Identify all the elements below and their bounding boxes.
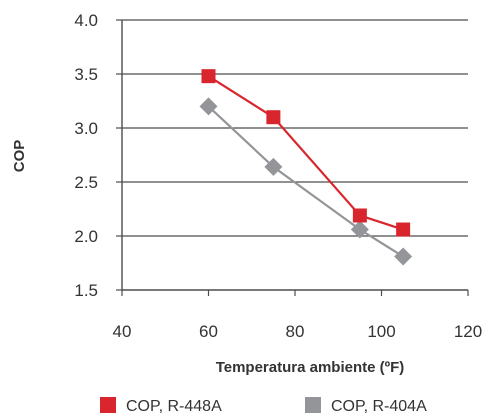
legend-label-cop-r-404a: COP, R-404A	[331, 398, 427, 415]
series-group	[199, 69, 413, 266]
y-tick-labels: 1.5 2.0 2.5 3.0 3.5 4.0	[74, 11, 98, 300]
legend-label-cop-r-448a: COP, R-448A	[126, 398, 222, 415]
data-point-cop-r-448a	[266, 110, 281, 125]
x-axis-title: Temperatura ambiente (ºF)	[216, 359, 405, 376]
legend: COP, R-448A COP, R-404A	[100, 397, 427, 415]
series-line-cop-r-404a	[207, 105, 404, 258]
data-point-cop-r-404a	[350, 220, 369, 239]
data-point-cop-r-448a	[396, 222, 411, 237]
x-tick-label: 80	[286, 322, 305, 341]
x-tick-label: 120	[454, 322, 482, 341]
y-tick-label: 3.5	[74, 65, 98, 84]
x-tick-label: 40	[113, 322, 132, 341]
data-point-cop-r-404a	[199, 97, 218, 116]
y-tick-label: 1.5	[74, 281, 98, 300]
y-axis-title: COP	[11, 140, 28, 173]
legend-swatch-cop-r-404a	[305, 397, 321, 413]
x-tick-labels: 40 60 80 100 120	[113, 322, 483, 341]
y-tick-label: 2.0	[74, 227, 98, 246]
y-tick-label: 4.0	[74, 11, 98, 30]
x-tick-label: 100	[367, 322, 395, 341]
data-point-cop-r-404a	[264, 157, 283, 176]
y-tick-label: 2.5	[74, 173, 98, 192]
data-point-cop-r-448a	[352, 208, 367, 223]
axes	[116, 19, 469, 296]
series-line-cop-r-448a	[207, 75, 404, 231]
data-point-cop-r-448a	[201, 69, 216, 84]
x-tick-label: 60	[199, 322, 218, 341]
y-tick-label: 3.0	[74, 119, 98, 138]
legend-swatch-cop-r-448a	[100, 397, 116, 413]
gridlines	[122, 19, 468, 237]
data-point-cop-r-404a	[394, 247, 413, 266]
